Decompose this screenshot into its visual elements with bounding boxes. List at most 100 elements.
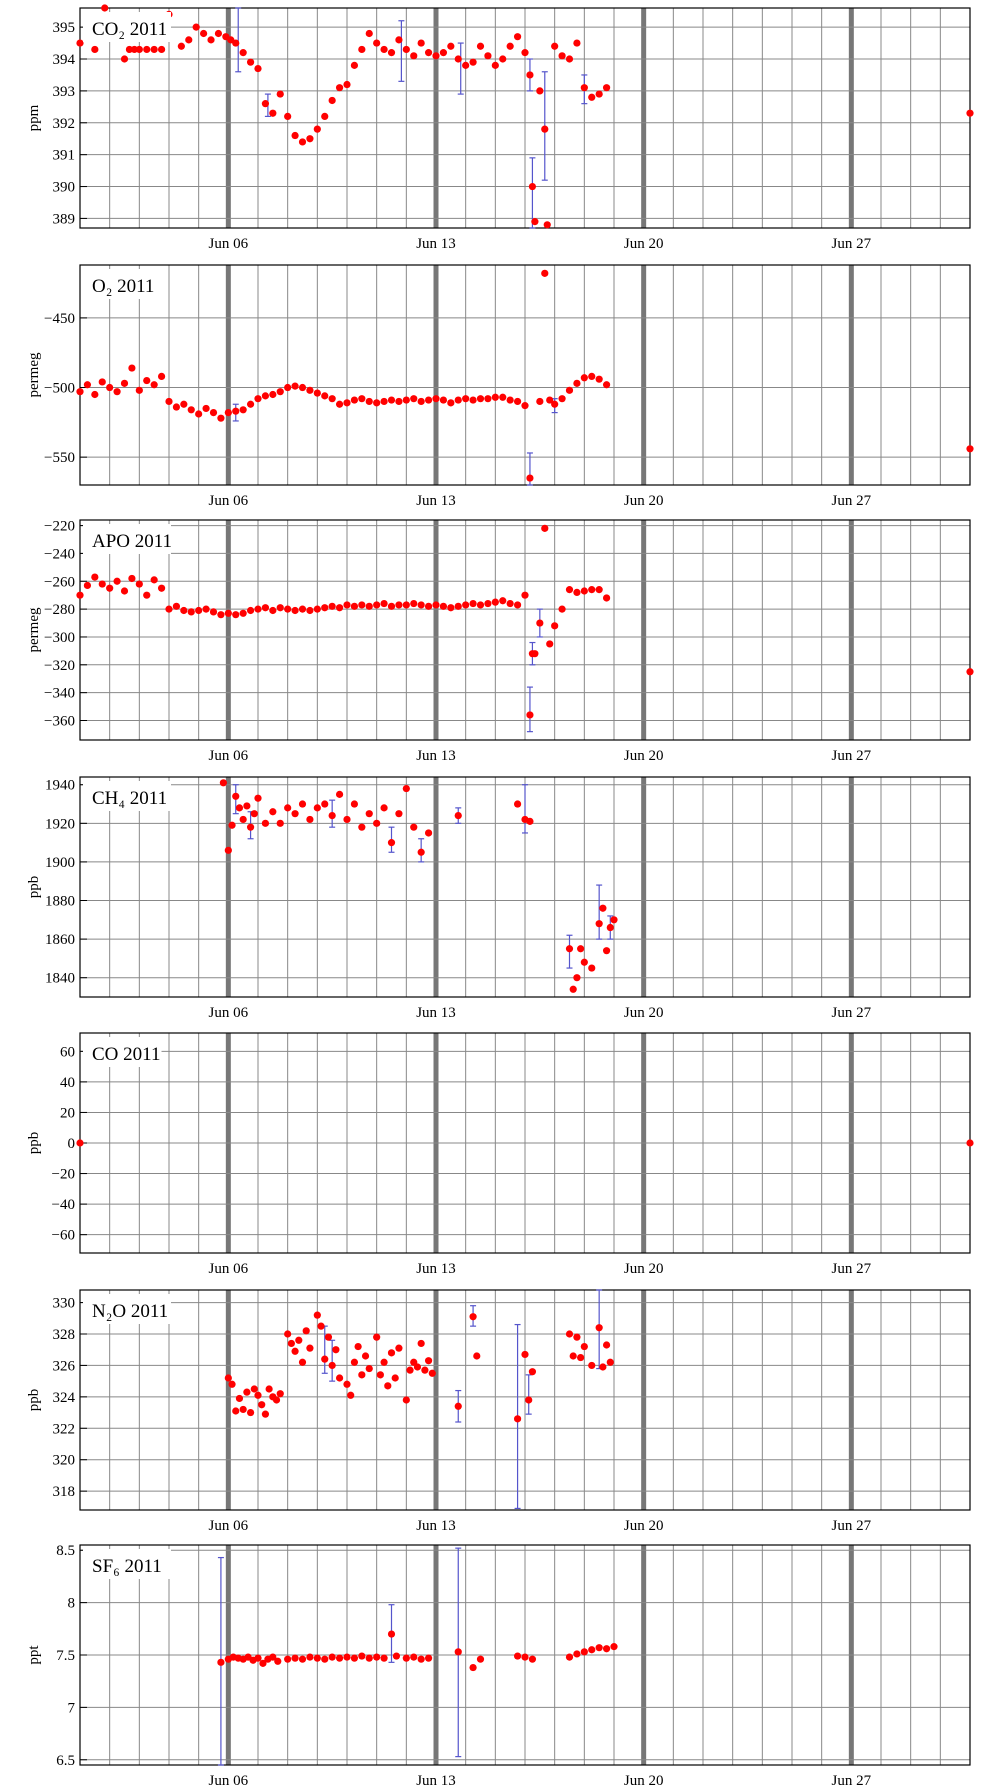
data-point — [966, 1139, 974, 1147]
data-point — [246, 400, 255, 408]
data-point — [580, 84, 588, 92]
data-point — [250, 810, 258, 818]
data-point — [526, 474, 534, 482]
data-point — [531, 218, 539, 226]
data-point — [219, 779, 227, 787]
data-point — [454, 811, 462, 820]
x-tick-label: Jun 20 — [624, 748, 664, 764]
data-point — [417, 397, 425, 406]
data-point — [120, 55, 129, 63]
y-tick-label: 326 — [53, 1358, 76, 1374]
data-point — [239, 815, 247, 824]
y-tick-label: −500 — [44, 381, 75, 397]
plot-frame — [79, 264, 971, 486]
data-point — [350, 1654, 359, 1662]
data-point — [269, 808, 277, 816]
data-point — [358, 395, 366, 403]
data-point — [454, 396, 462, 404]
data-point — [350, 1358, 359, 1366]
y-tick-label: −550 — [44, 450, 75, 466]
x-tick-label: Jun 20 — [624, 236, 664, 252]
data-point — [209, 408, 218, 417]
data-point — [602, 84, 611, 92]
data-point — [384, 1382, 392, 1390]
data-point — [439, 602, 448, 610]
data-point — [395, 36, 403, 44]
data-point — [410, 823, 418, 831]
data-point — [462, 395, 470, 403]
title-background — [83, 269, 162, 299]
data-point — [125, 45, 134, 54]
y-tick-label: 330 — [53, 1296, 76, 1312]
chart-title: O₂ 2011 — [92, 276, 154, 297]
data-point — [499, 55, 507, 63]
data-point — [469, 599, 477, 608]
data-point — [291, 382, 299, 390]
data-point — [284, 804, 292, 812]
data-point — [558, 395, 566, 403]
data-point — [313, 1654, 321, 1662]
data-point — [335, 790, 344, 798]
data-point — [143, 45, 151, 54]
data-point — [387, 839, 396, 847]
data-point — [361, 1352, 370, 1360]
x-tick-label: Jun 27 — [832, 748, 872, 764]
data-point — [602, 1341, 611, 1349]
data-point — [521, 49, 529, 57]
data-point — [439, 49, 448, 57]
data-point — [565, 586, 574, 594]
data-point — [606, 923, 614, 932]
chart-panel: −360 −340 −320 −300 −280 −260 −240 −220 Jun 06 Ju… — [26, 519, 974, 764]
data-point — [513, 1415, 522, 1423]
data-point — [354, 1342, 362, 1351]
data-point — [172, 403, 181, 411]
data-point — [365, 29, 373, 38]
data-point — [232, 1407, 240, 1415]
data-point — [343, 1653, 351, 1661]
data-point — [417, 1655, 425, 1663]
chart-panel: 6.5 7 7.5 8 8.5 Jun 06 Jun 13 Jun 20 Jun 27 ppt SF… — [26, 1543, 971, 1788]
data-point — [365, 602, 373, 610]
data-point — [499, 393, 507, 401]
x-tick-label: Jun 06 — [209, 1261, 249, 1277]
data-point — [232, 407, 240, 415]
data-point — [284, 1655, 292, 1663]
data-point — [250, 1385, 258, 1393]
data-point — [350, 800, 359, 808]
y-tick-label: 7.5 — [56, 1648, 75, 1664]
data-point — [332, 1346, 340, 1354]
data-point — [447, 42, 455, 50]
data-point — [313, 605, 321, 613]
y-tick-label: −60 — [52, 1228, 75, 1244]
data-point — [287, 1339, 295, 1348]
data-point — [284, 112, 292, 121]
y-axis-label: permeg — [26, 607, 42, 652]
data-point — [217, 1658, 225, 1666]
data-point — [402, 1396, 410, 1404]
data-point — [128, 364, 136, 372]
data-point — [521, 591, 529, 599]
data-point — [380, 1654, 388, 1662]
y-tick-label: 8 — [68, 1596, 76, 1612]
data-point — [595, 90, 603, 98]
chart-title: CH₄ 2011 — [92, 788, 167, 809]
data-point — [462, 61, 470, 69]
title-background — [83, 781, 171, 811]
data-point — [291, 810, 299, 818]
data-point — [531, 650, 539, 658]
data-point — [469, 58, 477, 66]
data-point — [343, 399, 351, 407]
data-point — [454, 1402, 462, 1410]
y-axis-label: ppb — [26, 1389, 42, 1412]
data-point — [291, 1347, 299, 1355]
data-point — [259, 1659, 267, 1667]
data-point — [473, 1352, 481, 1360]
data-point — [172, 602, 181, 610]
x-tick-label: Jun 06 — [209, 493, 249, 509]
x-tick-label: Jun 13 — [416, 493, 456, 509]
y-tick-label: −40 — [52, 1197, 75, 1213]
data-point — [513, 397, 522, 406]
data-point — [224, 609, 232, 617]
error-bar — [457, 42, 464, 95]
data-point — [551, 400, 559, 408]
